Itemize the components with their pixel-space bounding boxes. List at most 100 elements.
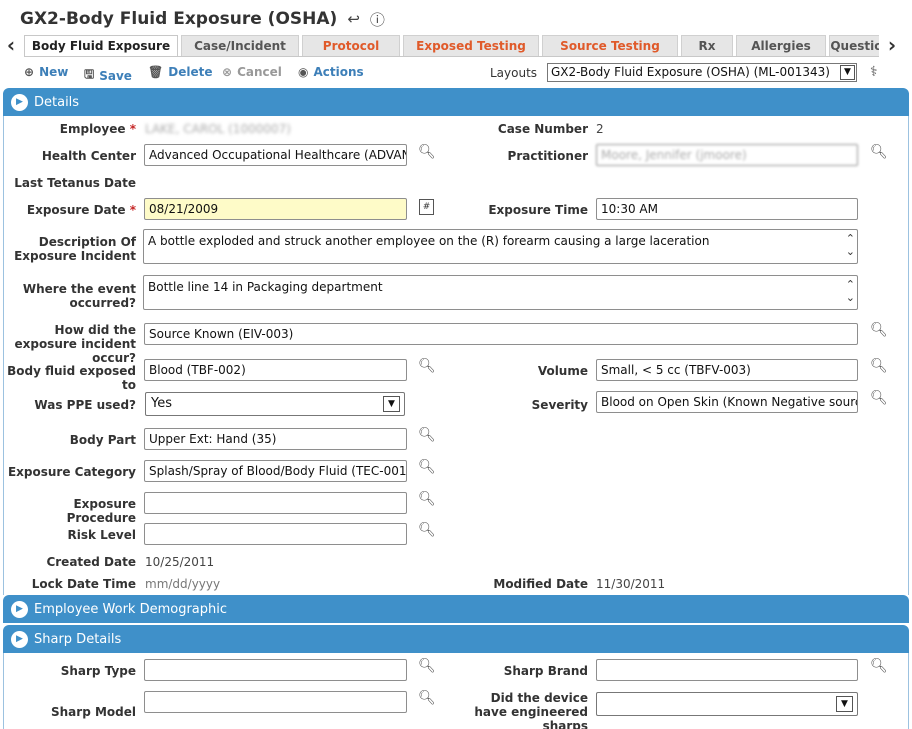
info-icon[interactable]: ⓘ [369,10,385,29]
sharp-model-label: Sharp Model [51,705,136,719]
section-work-demographic-header[interactable]: ▶ Employee Work Demographic [3,595,909,623]
body-fluid-field[interactable]: Blood (TBF-002) [144,359,407,381]
tab-questionnaire[interactable]: Questionna [829,35,879,56]
where-textarea[interactable]: Bottle line 14 in Packaging department ⌃… [143,275,858,310]
exposure-category-field[interactable]: Splash/Spray of Blood/Body Fluid (TEC-00… [144,460,407,482]
tab-allergies[interactable]: Allergies [736,35,826,56]
created-date-label: Created Date [46,555,136,569]
where-label: Where the event occurred? [22,282,136,310]
scrollbar-arrows-icon[interactable]: ⌃ ⌄ [845,278,855,304]
how-label: How did the exposure incident occur? [14,323,136,365]
tab-scroll-right-icon[interactable]: › [887,33,897,57]
save-icon: 🖫 [84,67,95,81]
body-part-field[interactable]: Upper Ext: Hand (35) [144,428,407,450]
tab-strip: ‹ Body Fluid Exposure Case/Incident Protoc… [0,35,912,57]
sharp-model-search-icon[interactable]: 🔍︎ [418,690,436,706]
sharp-model-field[interactable] [144,691,407,713]
exposure-procedure-field[interactable] [144,492,407,514]
last-tetanus-label: Last Tetanus Date [14,176,136,190]
plus-icon: ⊕ [24,65,35,79]
lock-date-label: Lock Date Time [31,577,136,591]
tab-source-testing[interactable]: Source Testing [542,35,678,56]
chevron-down-icon: ▼ [383,396,400,412]
where-text: Bottle line 14 in Packaging department [148,280,383,294]
page-header: GX2-Body Fluid Exposure (OSHA) ↩ ⓘ [20,6,385,32]
ppe-select[interactable]: Yes ▼ [145,392,405,416]
engineered-protection-label: Did the device have engineered sharps pr… [474,691,588,729]
volume-field[interactable]: Small, < 5 cc (TBFV-003) [596,359,858,381]
expand-icon: ▶ [11,630,28,648]
sharp-type-field[interactable] [144,659,407,681]
description-label: Description Of Exposure Incident [14,235,136,263]
tab-case-incident[interactable]: Case/Incident [181,35,299,56]
expand-icon: ▶ [11,93,28,111]
cancel-icon: ⊗ [222,65,233,79]
modified-date-label: Modified Date [493,577,588,591]
save-button[interactable]: 🖫 Save [84,65,132,86]
tab-body-fluid-exposure[interactable]: Body Fluid Exposure [24,35,178,56]
sharp-type-label: Sharp Type [60,664,136,678]
new-button[interactable]: ⊕ New [24,65,68,79]
trash-icon: 🗑 [148,65,164,79]
layouts-value: GX2-Body Fluid Exposure (OSHA) (ML-00134… [551,65,830,79]
scrollbar-arrows-icon[interactable]: ⌃ ⌄ [845,232,855,258]
case-number-value: 2 [596,122,604,136]
exposure-category-search-icon[interactable]: 🔍︎ [418,459,436,475]
delete-button[interactable]: 🗑 Delete [148,65,212,79]
sharp-type-search-icon[interactable]: 🔍︎ [418,658,436,674]
toolbar: ⊕ New 🖫 Save 🗑 Delete ⊗ Cancel ◉ Actions… [0,62,912,84]
save-label: Save [99,68,132,83]
tab-scroll-left-icon[interactable]: ‹ [6,33,16,57]
chevron-down-icon: ▼ [836,696,853,712]
how-search-icon[interactable]: 🔍︎ [870,322,888,338]
undo-icon[interactable]: ↩ [347,10,360,28]
employee-label: Employee * [59,122,136,136]
severity-label: Severity [531,398,588,412]
practitioner-field[interactable]: Moore, Jennifer (jmoore) [596,144,858,166]
severity-search-icon[interactable]: 🔍︎ [870,390,888,406]
required-marker: * [129,203,136,217]
tab-rx[interactable]: Rx [681,35,733,56]
pin-icon[interactable]: ⚕ [870,64,878,80]
description-textarea[interactable]: A bottle exploded and struck another emp… [143,229,858,264]
sharp-brand-field[interactable] [596,659,858,681]
modified-date-value: 11/30/2011 [596,577,666,591]
health-center-label: Health Center [41,149,136,163]
risk-level-field[interactable] [144,523,407,545]
body-part-search-icon[interactable]: 🔍︎ [418,427,436,443]
new-label: New [39,65,69,79]
volume-search-icon[interactable]: 🔍︎ [870,358,888,374]
section-details-header[interactable]: ▶ Details [3,88,909,116]
exposure-time-field[interactable]: 10:30 AM [596,198,858,220]
volume-label: Volume [537,364,588,378]
risk-level-search-icon[interactable]: 🔍︎ [418,522,436,538]
sharp-brand-label: Sharp Brand [503,664,588,678]
play-circle-icon: ◉ [298,65,309,79]
exposure-procedure-label: Exposure Procedure [66,497,136,525]
tab-exposed-testing[interactable]: Exposed Testing [403,35,539,56]
severity-field[interactable]: Blood on Open Skin (Known Negative sourc… [596,391,858,413]
delete-label: Delete [168,65,213,79]
engineered-protection-select[interactable]: ▼ [596,692,858,716]
sharp-brand-search-icon[interactable]: 🔍︎ [870,658,888,674]
exposure-date-field[interactable]: 08/21/2009 [144,198,407,220]
exposure-procedure-search-icon[interactable]: 🔍︎ [418,491,436,507]
section-sharp-details-header[interactable]: ▶ Sharp Details [3,625,909,653]
practitioner-search-icon[interactable]: 🔍︎ [870,144,888,160]
practitioner-label: Practitioner [507,149,588,163]
section-title: Details [34,94,80,110]
page-title: GX2-Body Fluid Exposure (OSHA) [20,9,338,29]
cancel-button[interactable]: ⊗ Cancel [222,65,282,79]
how-field[interactable]: Source Known (EIV-003) [144,323,858,345]
chevron-down-icon: ▼ [840,65,855,80]
tab-protocol[interactable]: Protocol [302,35,400,56]
actions-button[interactable]: ◉ Actions [298,65,364,79]
layouts-select[interactable]: GX2-Body Fluid Exposure (OSHA) (ML-00134… [547,63,857,82]
health-center-field[interactable]: Advanced Occupational Healthcare (ADVANC… [144,144,407,166]
risk-level-label: Risk Level [67,528,136,542]
tab-list: Body Fluid Exposure Case/Incident Protocol… [24,35,879,57]
body-fluid-search-icon[interactable]: 🔍︎ [418,358,436,374]
cancel-label: Cancel [237,65,282,79]
calendar-icon[interactable]: # [419,199,434,215]
health-center-search-icon[interactable]: 🔍︎ [418,144,436,160]
